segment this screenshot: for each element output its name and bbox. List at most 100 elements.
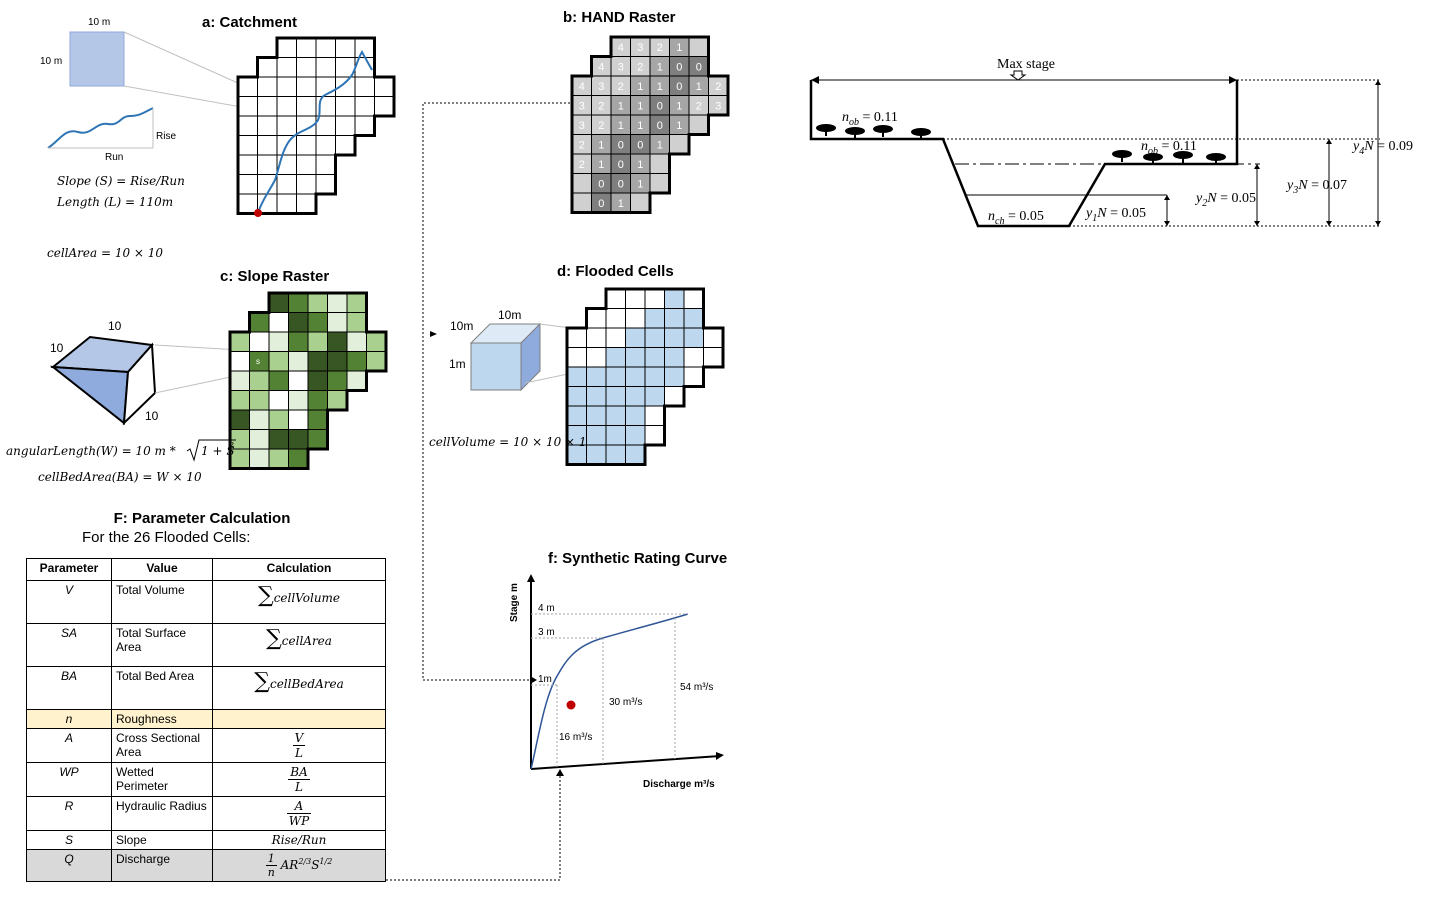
river-line [257,50,373,214]
grid-cell [249,312,270,333]
panel-c-slope: c: Slope Raster 10 10 10 s angularLength… [6,268,388,484]
hand-value: 4 [579,81,585,93]
grid-cell [664,347,685,368]
row-value: Cross Sectional Area [111,728,213,763]
hand-value: 3 [579,120,585,132]
row-calculation: A WP [212,796,386,831]
grid-cell [586,444,607,465]
y-axis-label: Stage m [509,583,520,622]
grid-cell [354,96,375,117]
hand-value: 1 [657,139,663,151]
hand-value: 1 [676,120,682,132]
table-row: BA Total Bed Area ∑cellBedArea [26,666,386,710]
grid-cell [288,409,309,430]
grid-cell [296,193,317,214]
grid-cell [605,425,626,446]
hand-value: 0 [598,178,604,190]
grid-cell [315,37,336,58]
hand-value: 0 [618,178,624,190]
grid-cell [307,370,328,391]
grid-cell [307,409,328,430]
grid-cell [327,292,348,313]
grid-cell [237,115,258,136]
grid-cell [649,153,670,174]
hand-grid: 4 3 2 1 4 3 2 1 0 0 4 3 2 1 1 0 1 2 3 2 1 1 0 1 2 3 3 2 1 1 0 1 2 1 0 0 1 2 1 0… [570,35,730,214]
max-stage-label: Max stage [997,57,1055,72]
grid-cell [257,76,278,97]
grid-cell [644,347,665,368]
grid-cell [315,135,336,156]
cube-top-dim: 10 [108,319,122,333]
grid-cell [237,96,258,117]
grid-cell [649,173,670,194]
cellarea-equation: cellArea = 10 × 10 [47,246,163,260]
hand-value: 0 [618,139,624,151]
hand-value: 1 [598,139,604,151]
hand-value: 0 [637,139,643,151]
zoom-line [154,374,241,394]
grid-cell [257,57,278,78]
grid-cell [257,96,278,117]
grid-cell [346,312,367,333]
grid-cell [327,390,348,411]
hand-value: 1 [618,120,624,132]
grid-cell [296,96,317,117]
grid-cell [229,331,250,352]
cube-left-dim: 10 [50,341,64,355]
n-ch-label: nch = 0.05 [988,209,1044,227]
grid-cell [630,192,651,213]
grid-cell [249,448,270,469]
grid-cell [688,36,709,57]
table-row: V Total Volume ∑cellVolume [26,580,386,624]
grid-cell [307,312,328,333]
grid-cell [664,366,685,387]
grid-cell [586,327,607,348]
grid-cell [268,292,289,313]
grid-cell [327,331,348,352]
table-row: R Hydraulic Radius A WP [26,796,386,831]
arrow-head [1375,221,1381,226]
grid-outline [228,291,388,470]
hand-value: 1 [696,81,702,93]
grid-cell [354,115,375,136]
grid-cell [354,37,375,58]
hand-value: 0 [618,159,624,171]
rise-label: Rise [156,131,176,142]
grid-cell [288,370,309,391]
grid-cell [276,57,297,78]
grid-cell [664,288,685,309]
grid-cell [268,351,289,372]
fraction-denominator: L [295,780,303,794]
row-symbol: V [26,580,112,624]
arrow-head [1254,164,1260,169]
n-ob-left-label: nob = 0.11 [842,110,898,128]
slope-equation: Slope (S) = Rise/Run [57,174,185,188]
bed-area-equation: cellBedArea(BA) = W × 10 [38,470,202,484]
hand-value: 0 [598,198,604,210]
fraction-numerator: A [286,799,312,814]
fraction-numerator: V [292,731,306,746]
grid-outline [570,35,730,214]
grid-cell [327,370,348,391]
hand-value: 3 [618,61,624,73]
grid-cell [276,115,297,136]
grid-cell [268,390,289,411]
cube-height-dim: 1m [449,357,466,371]
grid-cell [374,96,395,117]
panel-d-title: d: Flooded Cells [557,263,674,280]
grid-cell [296,174,317,195]
panel-b-hand: b: HAND Raster 4 3 2 1 4 3 2 1 0 0 4 3 2 1 1 0 1 2 3 2 1 1 0 1 2… [563,9,730,214]
hand-value: 1 [657,81,663,93]
panel-F-title: F: Parameter Calculation [113,510,291,527]
grid-cell [296,135,317,156]
hand-value: 2 [715,81,721,93]
panel-a-title: a: Catchment [202,14,297,31]
hand-value: 1 [676,100,682,112]
arrow-head [430,331,437,337]
row-symbol: A [26,728,112,763]
cube-front-face [470,342,522,391]
panel-c-title: c: Slope Raster [220,268,329,285]
hand-value: 3 [715,100,721,112]
row-symbol: R [26,796,112,831]
